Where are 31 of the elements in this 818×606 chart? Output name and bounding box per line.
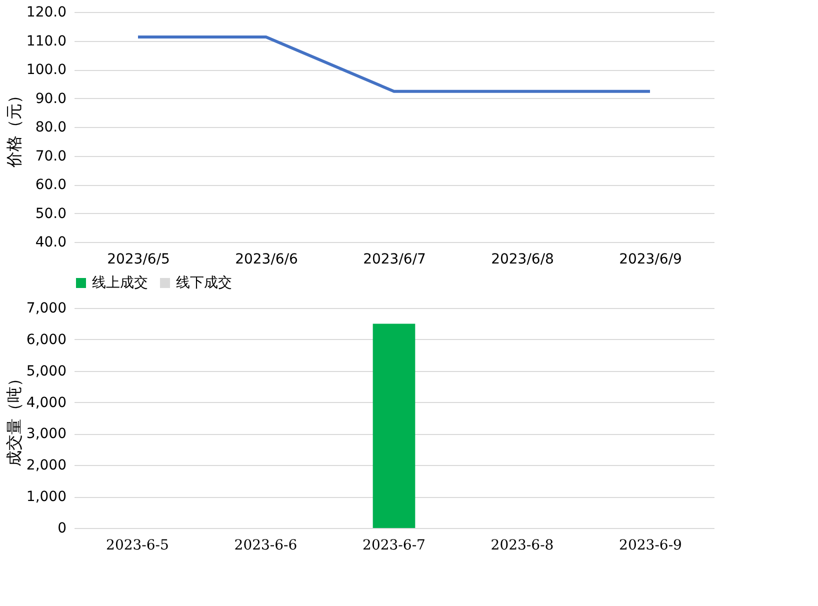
y-tick-label: 5,000: [26, 363, 66, 380]
x-tick-label: 2023/6/8: [491, 252, 554, 268]
y-tick-label: 40.0: [35, 234, 66, 250]
x-tick-label: 2023/6/7: [363, 252, 426, 268]
y-axis-title: 价格（元）: [4, 88, 24, 168]
y-tick-label: 70.0: [35, 148, 66, 164]
y-tick-label: 3,000: [26, 426, 66, 442]
y-tick-label: 6,000: [26, 332, 66, 348]
legend-label: 线上成交: [92, 275, 148, 291]
legend-label: 线下成交: [176, 275, 232, 291]
x-tick-label: 2023/6/6: [235, 252, 298, 268]
x-tick-label: 2023-6-8: [490, 538, 554, 554]
y-tick-label: 50.0: [35, 206, 66, 222]
y-tick-label: 0: [58, 520, 66, 536]
x-tick-label: 2023-6-5: [106, 538, 169, 554]
y-tick-label: 80.0: [35, 120, 66, 136]
y-axis-title: 成交量（吨）: [4, 370, 24, 466]
y-tick-label: 120.0: [26, 4, 66, 20]
y-tick-label: 1,000: [26, 489, 66, 506]
x-tick-label: 2023-6-6: [234, 538, 298, 554]
y-tick-label: 90.0: [35, 90, 66, 107]
y-tick-label: 110.0: [26, 33, 66, 50]
y-tick-label: 100.0: [26, 62, 66, 78]
y-tick-label: 60.0: [35, 177, 66, 193]
y-tick-label: 2,000: [26, 458, 66, 474]
y-tick-label: 4,000: [26, 394, 66, 411]
x-tick-label: 2023-6-9: [619, 538, 682, 554]
x-tick-label: 2023/6/5: [107, 252, 170, 268]
y-tick-label: 7,000: [26, 300, 66, 316]
x-tick-label: 2023/6/9: [619, 252, 682, 268]
x-tick-label: 2023-6-7: [362, 538, 426, 554]
